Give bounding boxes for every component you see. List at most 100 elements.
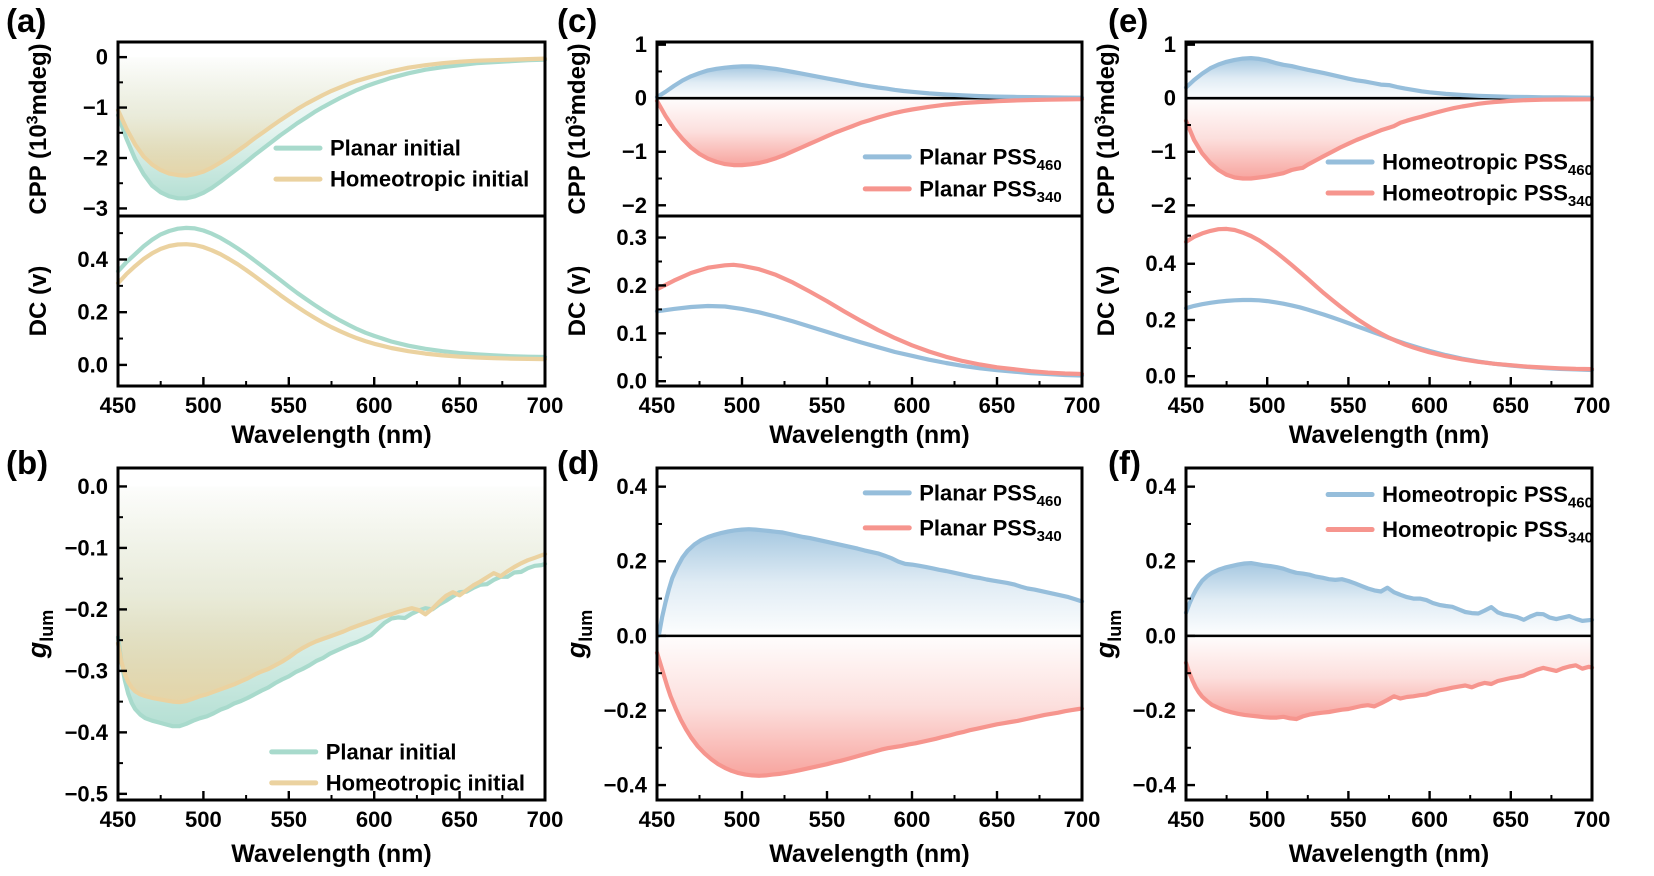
x-tick-label: 450	[639, 393, 676, 418]
series-line	[654, 97, 1085, 168]
y-axis-title: CPP (103mdeg)	[24, 43, 52, 214]
x-tick-label: 600	[894, 393, 931, 418]
x-tick-label: 500	[1249, 807, 1286, 832]
x-tick-label: 550	[270, 393, 307, 418]
axis-frame	[116, 214, 547, 388]
y-tick-label: −2	[622, 193, 647, 218]
series-line	[656, 527, 1085, 638]
series-fill	[1186, 58, 1592, 99]
series-line	[115, 57, 548, 201]
panel-label-f: (f)	[1108, 444, 1141, 481]
y-tick-label: 0	[96, 45, 108, 70]
x-tick-label: 500	[1249, 393, 1286, 418]
y-tick-label: −1	[1151, 139, 1176, 164]
legend-label: Homeotropic PSS460	[1382, 482, 1593, 512]
y-tick-label: 0.0	[1145, 623, 1176, 648]
series-fill	[1186, 563, 1592, 636]
x-axis-title: Wavelength (nm)	[231, 421, 431, 449]
y-tick-label: 0.2	[1145, 307, 1176, 332]
series-fill	[657, 66, 1082, 99]
x-tick-label: 500	[724, 807, 761, 832]
y-tick-label: −0.1	[65, 535, 108, 560]
x-tick-label: 450	[100, 393, 137, 418]
x-tick-label: 600	[356, 393, 393, 418]
series-line	[115, 552, 548, 705]
series-line	[654, 303, 1085, 378]
y-tick-label: −0.5	[65, 781, 108, 806]
series-fill	[1186, 98, 1592, 179]
y-tick-label: 0.0	[616, 369, 647, 394]
series-line	[1183, 97, 1595, 181]
x-tick-label: 700	[1064, 393, 1101, 418]
y-axis-title: CPP (103mdeg)	[563, 43, 591, 214]
x-tick-label: 500	[185, 807, 222, 832]
y-tick-label: −2	[1151, 193, 1176, 218]
y-tick-label: 0.0	[1145, 364, 1176, 389]
legend-label: Homeotropic initial	[326, 770, 525, 795]
y-tick-label: 0.1	[616, 321, 647, 346]
series-line	[115, 242, 548, 362]
y-tick-label: 0.0	[77, 352, 108, 377]
x-axis-title: Wavelength (nm)	[231, 840, 431, 868]
y-tick-label: −0.4	[1133, 773, 1177, 798]
x-tick-label: 500	[724, 393, 761, 418]
x-tick-label: 650	[1492, 393, 1529, 418]
panel-f-chart: 0.4 0.2 0.0 −0.2 −0.4 glum 450 500 550 600 650 700 W…	[1090, 466, 1610, 868]
y-tick-label: 0.4	[1145, 251, 1176, 276]
y-tick-label: 0.2	[1145, 549, 1176, 574]
series-line	[1183, 561, 1595, 623]
y-tick-label: −0.2	[1133, 698, 1176, 723]
legend-label: Homeotropic PSS340	[1382, 517, 1593, 547]
y-tick-label: 0.4	[616, 474, 647, 499]
legend-label: Homeotropic initial	[330, 167, 529, 192]
y-tick-label: 0.0	[616, 623, 647, 648]
legend-label: Planar PSS460	[919, 144, 1061, 174]
legend-label: Planar PSS340	[919, 515, 1061, 545]
y-tick-label: −2	[83, 145, 108, 170]
y-axis-title: glum	[561, 610, 596, 660]
panel-a-chart: 0 −1 −2 −3 CPP (103mdeg) Planar initial Homeot…	[24, 40, 563, 449]
x-tick-label: 550	[1330, 807, 1367, 832]
legend-label: Planar initial	[326, 739, 457, 764]
y-tick-label: 0.4	[1145, 474, 1176, 499]
legend-label: Homeotropic PSS340	[1382, 181, 1593, 211]
series-line	[654, 262, 1085, 377]
y-tick-label: 0.3	[616, 225, 647, 250]
y-tick-label: 0.0	[77, 474, 108, 499]
x-tick-label: 450	[639, 807, 676, 832]
y-tick-label: −1	[83, 95, 108, 120]
y-tick-label: 0.2	[616, 273, 647, 298]
panel-label-d: (d)	[557, 444, 600, 481]
x-tick-label: 600	[1411, 807, 1448, 832]
y-tick-label: 0	[635, 86, 647, 111]
panel-label-e: (e)	[1108, 2, 1149, 39]
series-line	[654, 650, 1085, 778]
series-line	[1183, 226, 1595, 372]
x-tick-label: 450	[100, 807, 137, 832]
x-tick-label: 700	[1064, 807, 1101, 832]
legend-label: Planar PSS460	[919, 480, 1061, 510]
y-tick-label: −3	[83, 196, 108, 221]
series-line	[1183, 56, 1595, 100]
x-tick-label: 650	[1492, 807, 1529, 832]
series-fill	[657, 635, 1082, 776]
panel-label-b: (b)	[6, 444, 49, 481]
series-fill	[1186, 635, 1592, 720]
x-tick-label: 450	[1168, 807, 1205, 832]
x-tick-label: 550	[1330, 393, 1367, 418]
y-tick-label: −1	[622, 139, 647, 164]
x-tick-label: 550	[809, 807, 846, 832]
x-tick-label: 600	[1411, 393, 1448, 418]
x-tick-label: 600	[356, 807, 393, 832]
x-tick-label: 650	[979, 807, 1016, 832]
x-tick-label: 550	[270, 807, 307, 832]
x-tick-label: 650	[979, 393, 1016, 418]
x-tick-label: 500	[185, 393, 222, 418]
y-tick-label: 0.2	[616, 549, 647, 574]
y-tick-label: −0.3	[65, 658, 108, 683]
axis-frame	[655, 214, 1084, 388]
x-axis-title: Wavelength (nm)	[769, 421, 969, 449]
legend-label: Planar PSS340	[919, 176, 1061, 206]
x-tick-label: 700	[527, 807, 564, 832]
